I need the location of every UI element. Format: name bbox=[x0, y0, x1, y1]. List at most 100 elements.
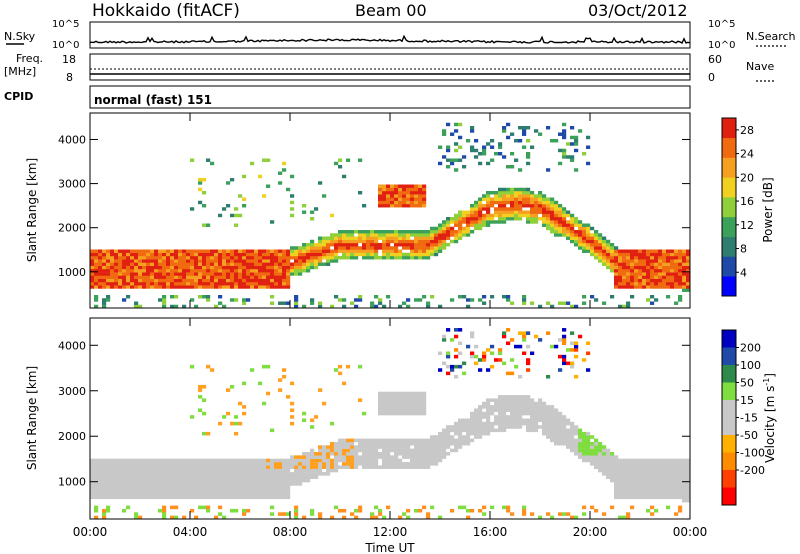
power-cell bbox=[294, 298, 299, 302]
power-cell bbox=[626, 278, 631, 283]
power-cell bbox=[158, 249, 163, 253]
power-cell bbox=[318, 259, 323, 263]
velocity-cell bbox=[430, 445, 435, 449]
velocity-cell bbox=[234, 421, 239, 426]
velocity-cell bbox=[618, 468, 623, 473]
velocity-cell bbox=[98, 478, 103, 483]
velocity-cell bbox=[246, 478, 251, 483]
power-cell bbox=[638, 259, 643, 263]
power-cell bbox=[614, 272, 619, 276]
velocity-cell bbox=[638, 485, 643, 490]
power-cell bbox=[542, 197, 547, 201]
power-cell bbox=[234, 285, 239, 289]
velocity-cell bbox=[546, 421, 551, 426]
velocity-cell bbox=[578, 435, 583, 439]
velocity-cell bbox=[118, 468, 123, 473]
velocity-cell bbox=[170, 505, 175, 510]
power-cell bbox=[630, 252, 635, 257]
power-cell bbox=[682, 256, 687, 260]
velocity-cell bbox=[466, 418, 471, 423]
power-cell bbox=[274, 285, 279, 289]
velocity-cell bbox=[474, 428, 479, 433]
velocity-cell bbox=[466, 425, 471, 429]
power-cell bbox=[250, 259, 255, 263]
velocity-cell bbox=[610, 468, 615, 473]
power-cell bbox=[482, 148, 487, 153]
power-cell bbox=[638, 252, 643, 257]
velocity-cell bbox=[394, 408, 399, 412]
velocity-cell bbox=[390, 395, 395, 399]
velocity-cell bbox=[654, 495, 659, 500]
power-cell bbox=[198, 265, 203, 270]
power-cell bbox=[346, 256, 351, 260]
velocity-cell bbox=[290, 401, 295, 406]
power-cell bbox=[134, 282, 139, 286]
velocity-cell bbox=[286, 468, 291, 473]
power-cell bbox=[422, 184, 427, 188]
velocity-cell bbox=[634, 492, 639, 496]
power-cell bbox=[298, 256, 303, 260]
velocity-cell bbox=[94, 462, 99, 466]
power-cell bbox=[394, 191, 399, 195]
power-cell bbox=[230, 272, 235, 276]
power-cell bbox=[562, 135, 567, 140]
power-cell bbox=[582, 246, 587, 250]
velocity-cell bbox=[366, 455, 371, 459]
power-cell bbox=[658, 249, 663, 253]
power-cell bbox=[454, 217, 459, 221]
power-cell bbox=[530, 194, 535, 198]
power-cell bbox=[494, 210, 499, 214]
power-cell bbox=[654, 278, 659, 283]
power-cell bbox=[370, 236, 375, 240]
velocity-cell bbox=[174, 458, 179, 463]
velocity-cell bbox=[238, 472, 243, 476]
power-cell bbox=[238, 262, 243, 266]
power-cell bbox=[626, 272, 631, 276]
power-cell bbox=[510, 197, 515, 201]
velocity-cell bbox=[598, 445, 603, 449]
power-cell bbox=[146, 252, 151, 257]
power-cell bbox=[178, 285, 183, 289]
power-cell bbox=[574, 220, 579, 224]
velocity-colorbar-exponent: -1 bbox=[762, 378, 771, 386]
velocity-cell bbox=[678, 472, 683, 476]
velocity-cell bbox=[478, 435, 483, 439]
power-cell bbox=[626, 249, 631, 253]
velocity-cell bbox=[514, 421, 519, 426]
velocity-cell bbox=[250, 465, 255, 469]
velocity-cell bbox=[586, 452, 591, 456]
power-cell bbox=[634, 259, 639, 263]
velocity-cell bbox=[190, 415, 195, 419]
power-cell bbox=[574, 239, 579, 244]
power-cell bbox=[382, 200, 387, 205]
power-cell bbox=[626, 252, 631, 257]
power-cell bbox=[274, 282, 279, 286]
power-cell bbox=[142, 265, 147, 270]
x-tick-label: 20:00 bbox=[573, 525, 608, 539]
velocity-cell bbox=[206, 482, 211, 486]
power-cell bbox=[322, 243, 327, 247]
power-cell bbox=[438, 304, 443, 309]
velocity-cell bbox=[274, 495, 279, 500]
velocity-cell bbox=[290, 475, 295, 479]
velocity-cell bbox=[642, 475, 647, 479]
power-cell bbox=[178, 275, 183, 279]
power-cell bbox=[590, 252, 595, 257]
power-cell bbox=[450, 230, 455, 234]
power-cell bbox=[542, 210, 547, 214]
velocity-cell bbox=[406, 401, 411, 406]
power-cell bbox=[250, 249, 255, 253]
velocity-cell bbox=[126, 492, 131, 496]
velocity-cell bbox=[354, 455, 359, 459]
velocity-cell bbox=[102, 458, 107, 463]
velocity-cell bbox=[486, 398, 491, 402]
velocity-cell bbox=[238, 488, 243, 493]
power-cell bbox=[622, 272, 627, 276]
power-cell bbox=[270, 278, 275, 283]
power-colorbar-swatch bbox=[722, 276, 736, 297]
power-cell bbox=[290, 272, 295, 276]
velocity-cell bbox=[422, 505, 427, 510]
velocity-cell bbox=[178, 475, 183, 479]
power-cell bbox=[598, 233, 603, 237]
velocity-cell bbox=[662, 465, 667, 469]
